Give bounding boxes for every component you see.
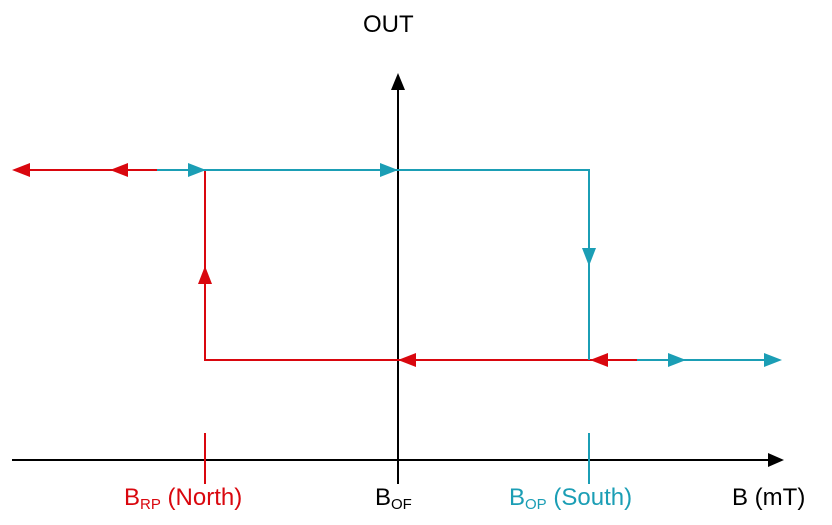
x-axis-arrowhead <box>768 453 784 467</box>
release-path-loop <box>204 170 637 361</box>
b-of-subscript: OF <box>391 496 412 513</box>
b-rp-label: BRP (North) <box>124 484 243 513</box>
release-arrow-bottom-right <box>590 353 608 367</box>
b-op-symbol: B <box>509 484 526 511</box>
operate-path-loop <box>157 169 590 360</box>
b-rp-pole: (North) <box>160 484 243 511</box>
y-axis-label: OUT <box>363 11 414 38</box>
b-rp-symbol: B <box>124 484 141 511</box>
y-axis-arrowhead <box>391 73 405 90</box>
operate-arrow-top-left <box>188 163 206 177</box>
b-op-label: BOP (South) <box>509 484 633 513</box>
b-of-label: BOF <box>375 484 412 513</box>
b-of-symbol: B <box>375 484 392 511</box>
operate-arrow-right-outer <box>764 353 782 367</box>
operate-arrow-down <box>582 248 596 266</box>
operate-arrow-right-inner <box>668 353 686 367</box>
release-arrow-left-outer <box>12 163 30 177</box>
b-rp-subscript: RP <box>140 496 161 513</box>
x-axis-label: B (mT) <box>732 484 806 511</box>
b-op-pole: (South) <box>546 484 633 511</box>
release-arrow-bottom-left <box>398 353 416 367</box>
release-arrow-left-inner <box>110 163 128 177</box>
b-op-subscript: OP <box>525 496 547 513</box>
operate-arrow-top-right <box>380 163 398 177</box>
release-arrow-up <box>198 266 212 284</box>
